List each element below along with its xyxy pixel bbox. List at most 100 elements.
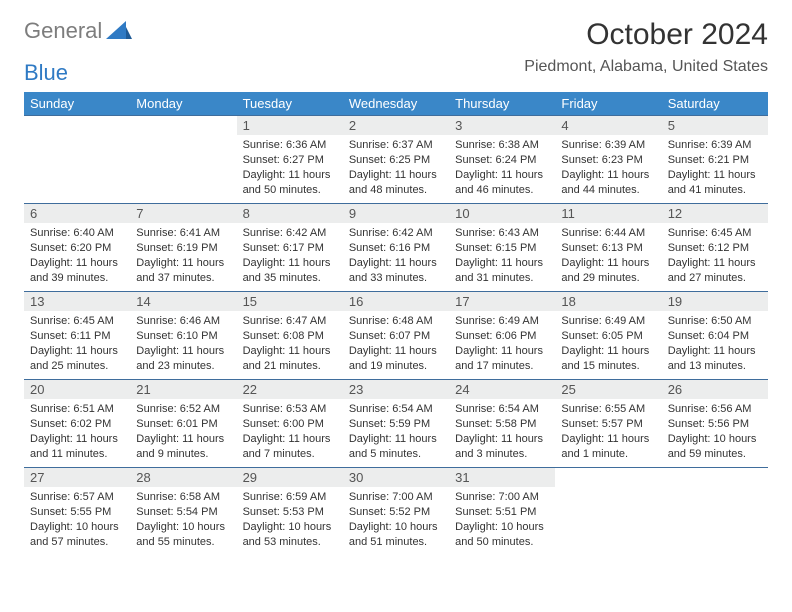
day-details: Sunrise: 7:00 AMSunset: 5:51 PMDaylight:… [449, 487, 555, 553]
calendar-week: 27Sunrise: 6:57 AMSunset: 5:55 PMDayligh… [24, 468, 768, 556]
day-details: Sunrise: 6:55 AMSunset: 5:57 PMDaylight:… [555, 399, 661, 465]
sunset-text: Sunset: 6:10 PM [136, 329, 230, 344]
calendar-week: 13Sunrise: 6:45 AMSunset: 6:11 PMDayligh… [24, 292, 768, 380]
day-details: Sunrise: 6:57 AMSunset: 5:55 PMDaylight:… [24, 487, 130, 553]
sunrise-text: Sunrise: 6:40 AM [30, 226, 124, 241]
calendar-day: 21Sunrise: 6:52 AMSunset: 6:01 PMDayligh… [130, 380, 236, 468]
sunrise-text: Sunrise: 6:39 AM [561, 138, 655, 153]
logo: General [24, 18, 132, 44]
calendar-day: 27Sunrise: 6:57 AMSunset: 5:55 PMDayligh… [24, 468, 130, 556]
day-details: Sunrise: 6:42 AMSunset: 6:17 PMDaylight:… [237, 223, 343, 289]
day-details: Sunrise: 6:36 AMSunset: 6:27 PMDaylight:… [237, 135, 343, 201]
daylight-text: Daylight: 10 hours and 50 minutes. [455, 520, 549, 550]
day-details: Sunrise: 6:38 AMSunset: 6:24 PMDaylight:… [449, 135, 555, 201]
day-details: Sunrise: 6:50 AMSunset: 6:04 PMDaylight:… [662, 311, 768, 377]
calendar-empty [24, 116, 130, 204]
day-details: Sunrise: 6:56 AMSunset: 5:56 PMDaylight:… [662, 399, 768, 465]
calendar-head: SundayMondayTuesdayWednesdayThursdayFrid… [24, 92, 768, 116]
day-details: Sunrise: 6:39 AMSunset: 6:21 PMDaylight:… [662, 135, 768, 201]
calendar-day: 14Sunrise: 6:46 AMSunset: 6:10 PMDayligh… [130, 292, 236, 380]
day-details: Sunrise: 6:49 AMSunset: 6:05 PMDaylight:… [555, 311, 661, 377]
sunrise-text: Sunrise: 6:50 AM [668, 314, 762, 329]
day-details: Sunrise: 7:00 AMSunset: 5:52 PMDaylight:… [343, 487, 449, 553]
calendar-day: 28Sunrise: 6:58 AMSunset: 5:54 PMDayligh… [130, 468, 236, 556]
calendar-day: 5Sunrise: 6:39 AMSunset: 6:21 PMDaylight… [662, 116, 768, 204]
day-details: Sunrise: 6:52 AMSunset: 6:01 PMDaylight:… [130, 399, 236, 465]
day-number: 19 [662, 292, 768, 311]
calendar-day: 15Sunrise: 6:47 AMSunset: 6:08 PMDayligh… [237, 292, 343, 380]
day-number: 8 [237, 204, 343, 223]
sunset-text: Sunset: 6:11 PM [30, 329, 124, 344]
calendar-day: 25Sunrise: 6:55 AMSunset: 5:57 PMDayligh… [555, 380, 661, 468]
daylight-text: Daylight: 10 hours and 57 minutes. [30, 520, 124, 550]
sunrise-text: Sunrise: 6:36 AM [243, 138, 337, 153]
daylight-text: Daylight: 11 hours and 11 minutes. [30, 432, 124, 462]
calendar-day: 20Sunrise: 6:51 AMSunset: 6:02 PMDayligh… [24, 380, 130, 468]
daylight-text: Daylight: 11 hours and 35 minutes. [243, 256, 337, 286]
day-details: Sunrise: 6:39 AMSunset: 6:23 PMDaylight:… [555, 135, 661, 201]
daylight-text: Daylight: 11 hours and 17 minutes. [455, 344, 549, 374]
day-number: 25 [555, 380, 661, 399]
calendar-week: 20Sunrise: 6:51 AMSunset: 6:02 PMDayligh… [24, 380, 768, 468]
day-header: Thursday [449, 92, 555, 116]
calendar-day: 10Sunrise: 6:43 AMSunset: 6:15 PMDayligh… [449, 204, 555, 292]
day-details: Sunrise: 6:59 AMSunset: 5:53 PMDaylight:… [237, 487, 343, 553]
day-details: Sunrise: 6:43 AMSunset: 6:15 PMDaylight:… [449, 223, 555, 289]
calendar-day: 9Sunrise: 6:42 AMSunset: 6:16 PMDaylight… [343, 204, 449, 292]
calendar-day: 3Sunrise: 6:38 AMSunset: 6:24 PMDaylight… [449, 116, 555, 204]
sunset-text: Sunset: 5:55 PM [30, 505, 124, 520]
day-number: 23 [343, 380, 449, 399]
daylight-text: Daylight: 11 hours and 41 minutes. [668, 168, 762, 198]
calendar-empty [555, 468, 661, 556]
day-number: 29 [237, 468, 343, 487]
sunrise-text: Sunrise: 6:48 AM [349, 314, 443, 329]
daylight-text: Daylight: 10 hours and 53 minutes. [243, 520, 337, 550]
daylight-text: Daylight: 11 hours and 33 minutes. [349, 256, 443, 286]
day-details: Sunrise: 6:54 AMSunset: 5:59 PMDaylight:… [343, 399, 449, 465]
day-details: Sunrise: 6:53 AMSunset: 6:00 PMDaylight:… [237, 399, 343, 465]
daylight-text: Daylight: 11 hours and 48 minutes. [349, 168, 443, 198]
sunrise-text: Sunrise: 6:54 AM [349, 402, 443, 417]
calendar-day: 16Sunrise: 6:48 AMSunset: 6:07 PMDayligh… [343, 292, 449, 380]
sunset-text: Sunset: 6:05 PM [561, 329, 655, 344]
day-number: 28 [130, 468, 236, 487]
day-number: 7 [130, 204, 236, 223]
daylight-text: Daylight: 11 hours and 7 minutes. [243, 432, 337, 462]
daylight-text: Daylight: 11 hours and 1 minute. [561, 432, 655, 462]
daylight-text: Daylight: 11 hours and 3 minutes. [455, 432, 549, 462]
day-details: Sunrise: 6:42 AMSunset: 6:16 PMDaylight:… [343, 223, 449, 289]
sunset-text: Sunset: 5:56 PM [668, 417, 762, 432]
daylight-text: Daylight: 11 hours and 44 minutes. [561, 168, 655, 198]
day-number: 13 [24, 292, 130, 311]
sunset-text: Sunset: 5:57 PM [561, 417, 655, 432]
calendar-day: 13Sunrise: 6:45 AMSunset: 6:11 PMDayligh… [24, 292, 130, 380]
day-number: 6 [24, 204, 130, 223]
sunset-text: Sunset: 6:25 PM [349, 153, 443, 168]
sunrise-text: Sunrise: 6:51 AM [30, 402, 124, 417]
day-details: Sunrise: 6:46 AMSunset: 6:10 PMDaylight:… [130, 311, 236, 377]
calendar-day: 19Sunrise: 6:50 AMSunset: 6:04 PMDayligh… [662, 292, 768, 380]
sunset-text: Sunset: 6:20 PM [30, 241, 124, 256]
sunrise-text: Sunrise: 6:56 AM [668, 402, 762, 417]
sunrise-text: Sunrise: 6:38 AM [455, 138, 549, 153]
day-details: Sunrise: 6:41 AMSunset: 6:19 PMDaylight:… [130, 223, 236, 289]
sunset-text: Sunset: 6:17 PM [243, 241, 337, 256]
sunrise-text: Sunrise: 6:42 AM [349, 226, 443, 241]
daylight-text: Daylight: 11 hours and 9 minutes. [136, 432, 230, 462]
day-number: 27 [24, 468, 130, 487]
sunset-text: Sunset: 6:15 PM [455, 241, 549, 256]
calendar-day: 1Sunrise: 6:36 AMSunset: 6:27 PMDaylight… [237, 116, 343, 204]
sunset-text: Sunset: 5:51 PM [455, 505, 549, 520]
sunset-text: Sunset: 6:23 PM [561, 153, 655, 168]
day-number: 17 [449, 292, 555, 311]
sunset-text: Sunset: 6:24 PM [455, 153, 549, 168]
sunrise-text: Sunrise: 6:42 AM [243, 226, 337, 241]
day-details: Sunrise: 6:54 AMSunset: 5:58 PMDaylight:… [449, 399, 555, 465]
sunrise-text: Sunrise: 6:49 AM [455, 314, 549, 329]
day-number: 2 [343, 116, 449, 135]
sunrise-text: Sunrise: 6:58 AM [136, 490, 230, 505]
daylight-text: Daylight: 10 hours and 55 minutes. [136, 520, 230, 550]
sunset-text: Sunset: 6:13 PM [561, 241, 655, 256]
sunrise-text: Sunrise: 7:00 AM [455, 490, 549, 505]
calendar-body: 1Sunrise: 6:36 AMSunset: 6:27 PMDaylight… [24, 116, 768, 556]
